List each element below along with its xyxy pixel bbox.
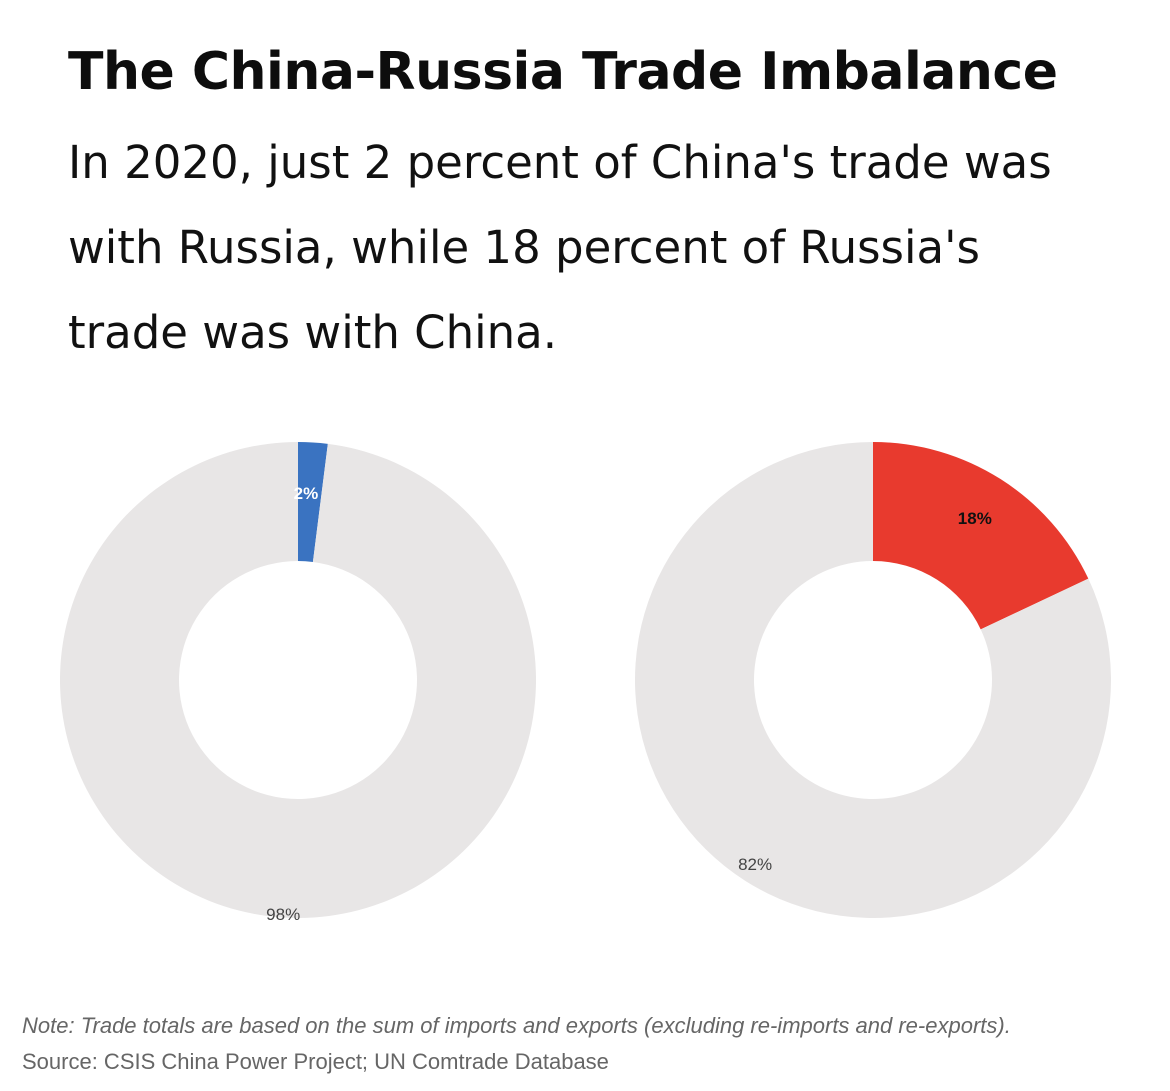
russia-slice-remainder — [635, 442, 1111, 918]
china-slice-share — [298, 442, 328, 562]
china-slice-label-remainder: 98% — [266, 905, 300, 924]
chart-footer: Note: Trade totals are based on the sum … — [22, 1008, 1162, 1080]
chart-subtitle: In 2020, just 2 percent of China's trade… — [68, 136, 1052, 359]
china-slice-label-share: 2% — [294, 484, 319, 503]
donut-charts-area: 2% 98% 18% 82% — [0, 430, 1170, 930]
chart-title: The China-Russia Trade Imbalance — [68, 42, 1058, 102]
russia-trade-donut-chart: 18% 82% — [635, 442, 1111, 918]
russia-slice-label-remainder: 82% — [738, 855, 772, 874]
russia-slice-share — [873, 442, 1089, 630]
russia-slice-label-share: 18% — [958, 509, 992, 528]
china-slice-remainder — [59, 442, 536, 918]
chart-note: Note: Trade totals are based on the sum … — [22, 1013, 1011, 1038]
chart-source: Source: CSIS China Power Project; UN Com… — [22, 1049, 609, 1074]
china-trade-donut-chart: 2% 98% — [59, 442, 536, 924]
